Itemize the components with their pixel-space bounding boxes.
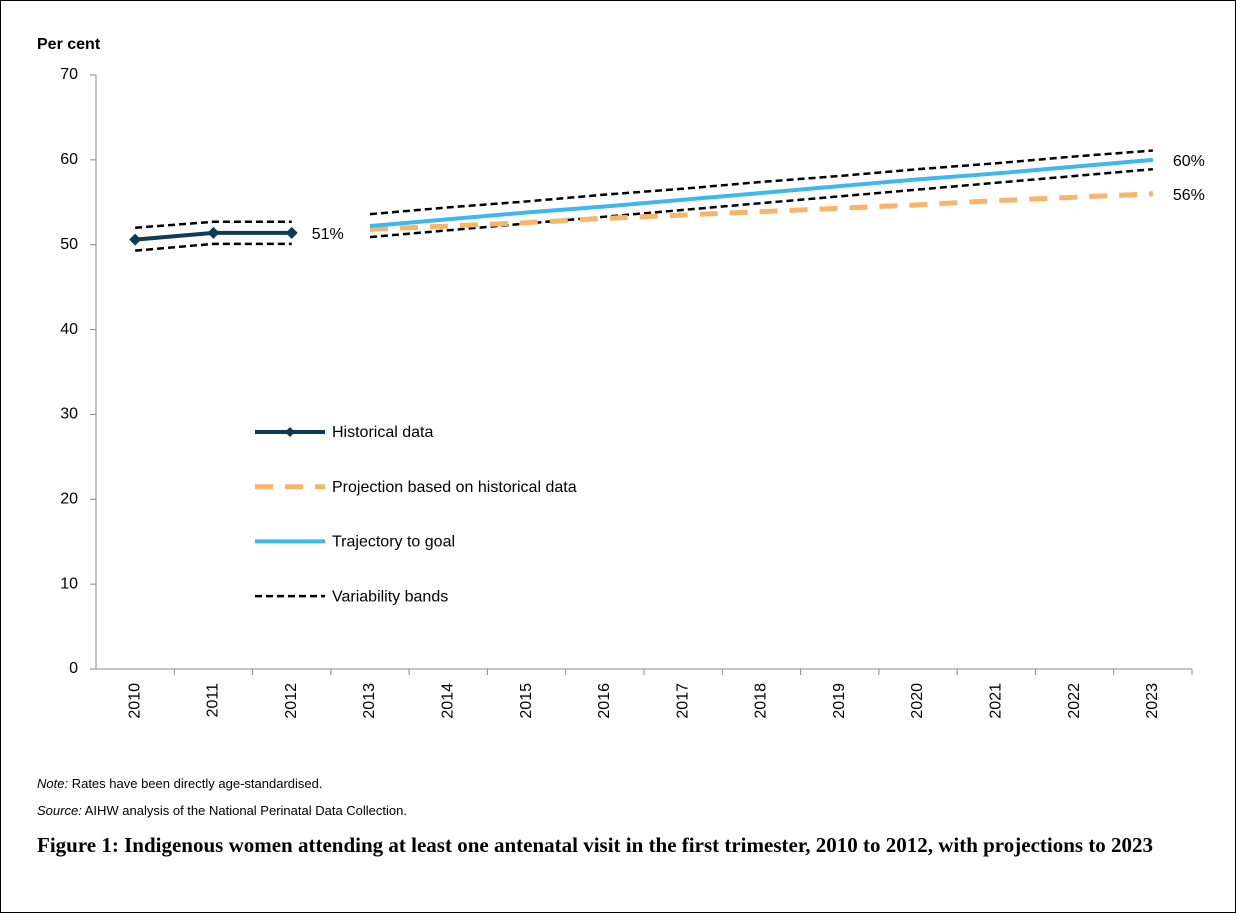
source: Source: AIHW analysis of the National Pe… [37, 803, 407, 818]
x-tick-label: 2010 [126, 683, 143, 719]
x-tick-label: 2015 [518, 683, 535, 719]
y-tick-label: 40 [60, 321, 78, 338]
y-axis-label: Per cent [37, 36, 101, 53]
x-tick-label: 2011 [205, 683, 222, 718]
x-tick-label: 2013 [361, 683, 378, 719]
point-marker [207, 226, 220, 239]
point-marker [129, 233, 142, 246]
variability-band [369, 149, 1153, 216]
y-tick-label: 10 [60, 575, 78, 592]
legend-label: Trajectory to goal [332, 534, 455, 551]
y-tick-label: 60 [60, 151, 78, 168]
value-label: 60% [1173, 153, 1205, 170]
x-tick-label: 2020 [909, 683, 926, 719]
x-tick-label: 2018 [753, 683, 770, 719]
source-label: Source: [37, 803, 82, 818]
note-label: Note: [37, 776, 69, 791]
series-line [369, 157, 1154, 229]
variability-band [369, 167, 1153, 239]
point-marker [285, 226, 298, 239]
x-tick-label: 2017 [674, 683, 691, 719]
series-line [369, 191, 1153, 232]
x-tick-label: 2022 [1066, 683, 1083, 719]
x-tick-label: 2021 [988, 683, 1005, 719]
y-tick-label: 50 [60, 236, 78, 253]
variability-band [135, 242, 292, 252]
y-tick-label: 30 [60, 406, 78, 423]
x-tick-label: 2023 [1144, 683, 1161, 719]
value-label: 56% [1173, 187, 1205, 204]
caption: Figure 1: Indigenous women attending at … [37, 833, 1154, 857]
x-tick-label: 2014 [440, 683, 457, 719]
y-tick-label: 20 [60, 491, 78, 508]
legend-label: Variability bands [332, 588, 448, 605]
x-tick-label: 2019 [831, 683, 848, 719]
y-tick-label: 70 [60, 66, 78, 83]
note: Note: Rates have been directly age-stand… [37, 776, 322, 791]
legend-marker [285, 427, 295, 437]
note-text: Rates have been directly age-standardise… [71, 776, 323, 791]
legend-label: Historical data [332, 424, 433, 441]
variability-band [135, 220, 292, 229]
y-tick-label: 0 [69, 660, 78, 677]
x-tick-label: 2016 [596, 683, 613, 719]
legend-label: Projection based on historical data [332, 479, 577, 496]
source-text: AIHW analysis of the National Perinatal … [84, 803, 407, 818]
value-label: 51% [312, 226, 344, 243]
x-tick-label: 2012 [283, 683, 300, 719]
